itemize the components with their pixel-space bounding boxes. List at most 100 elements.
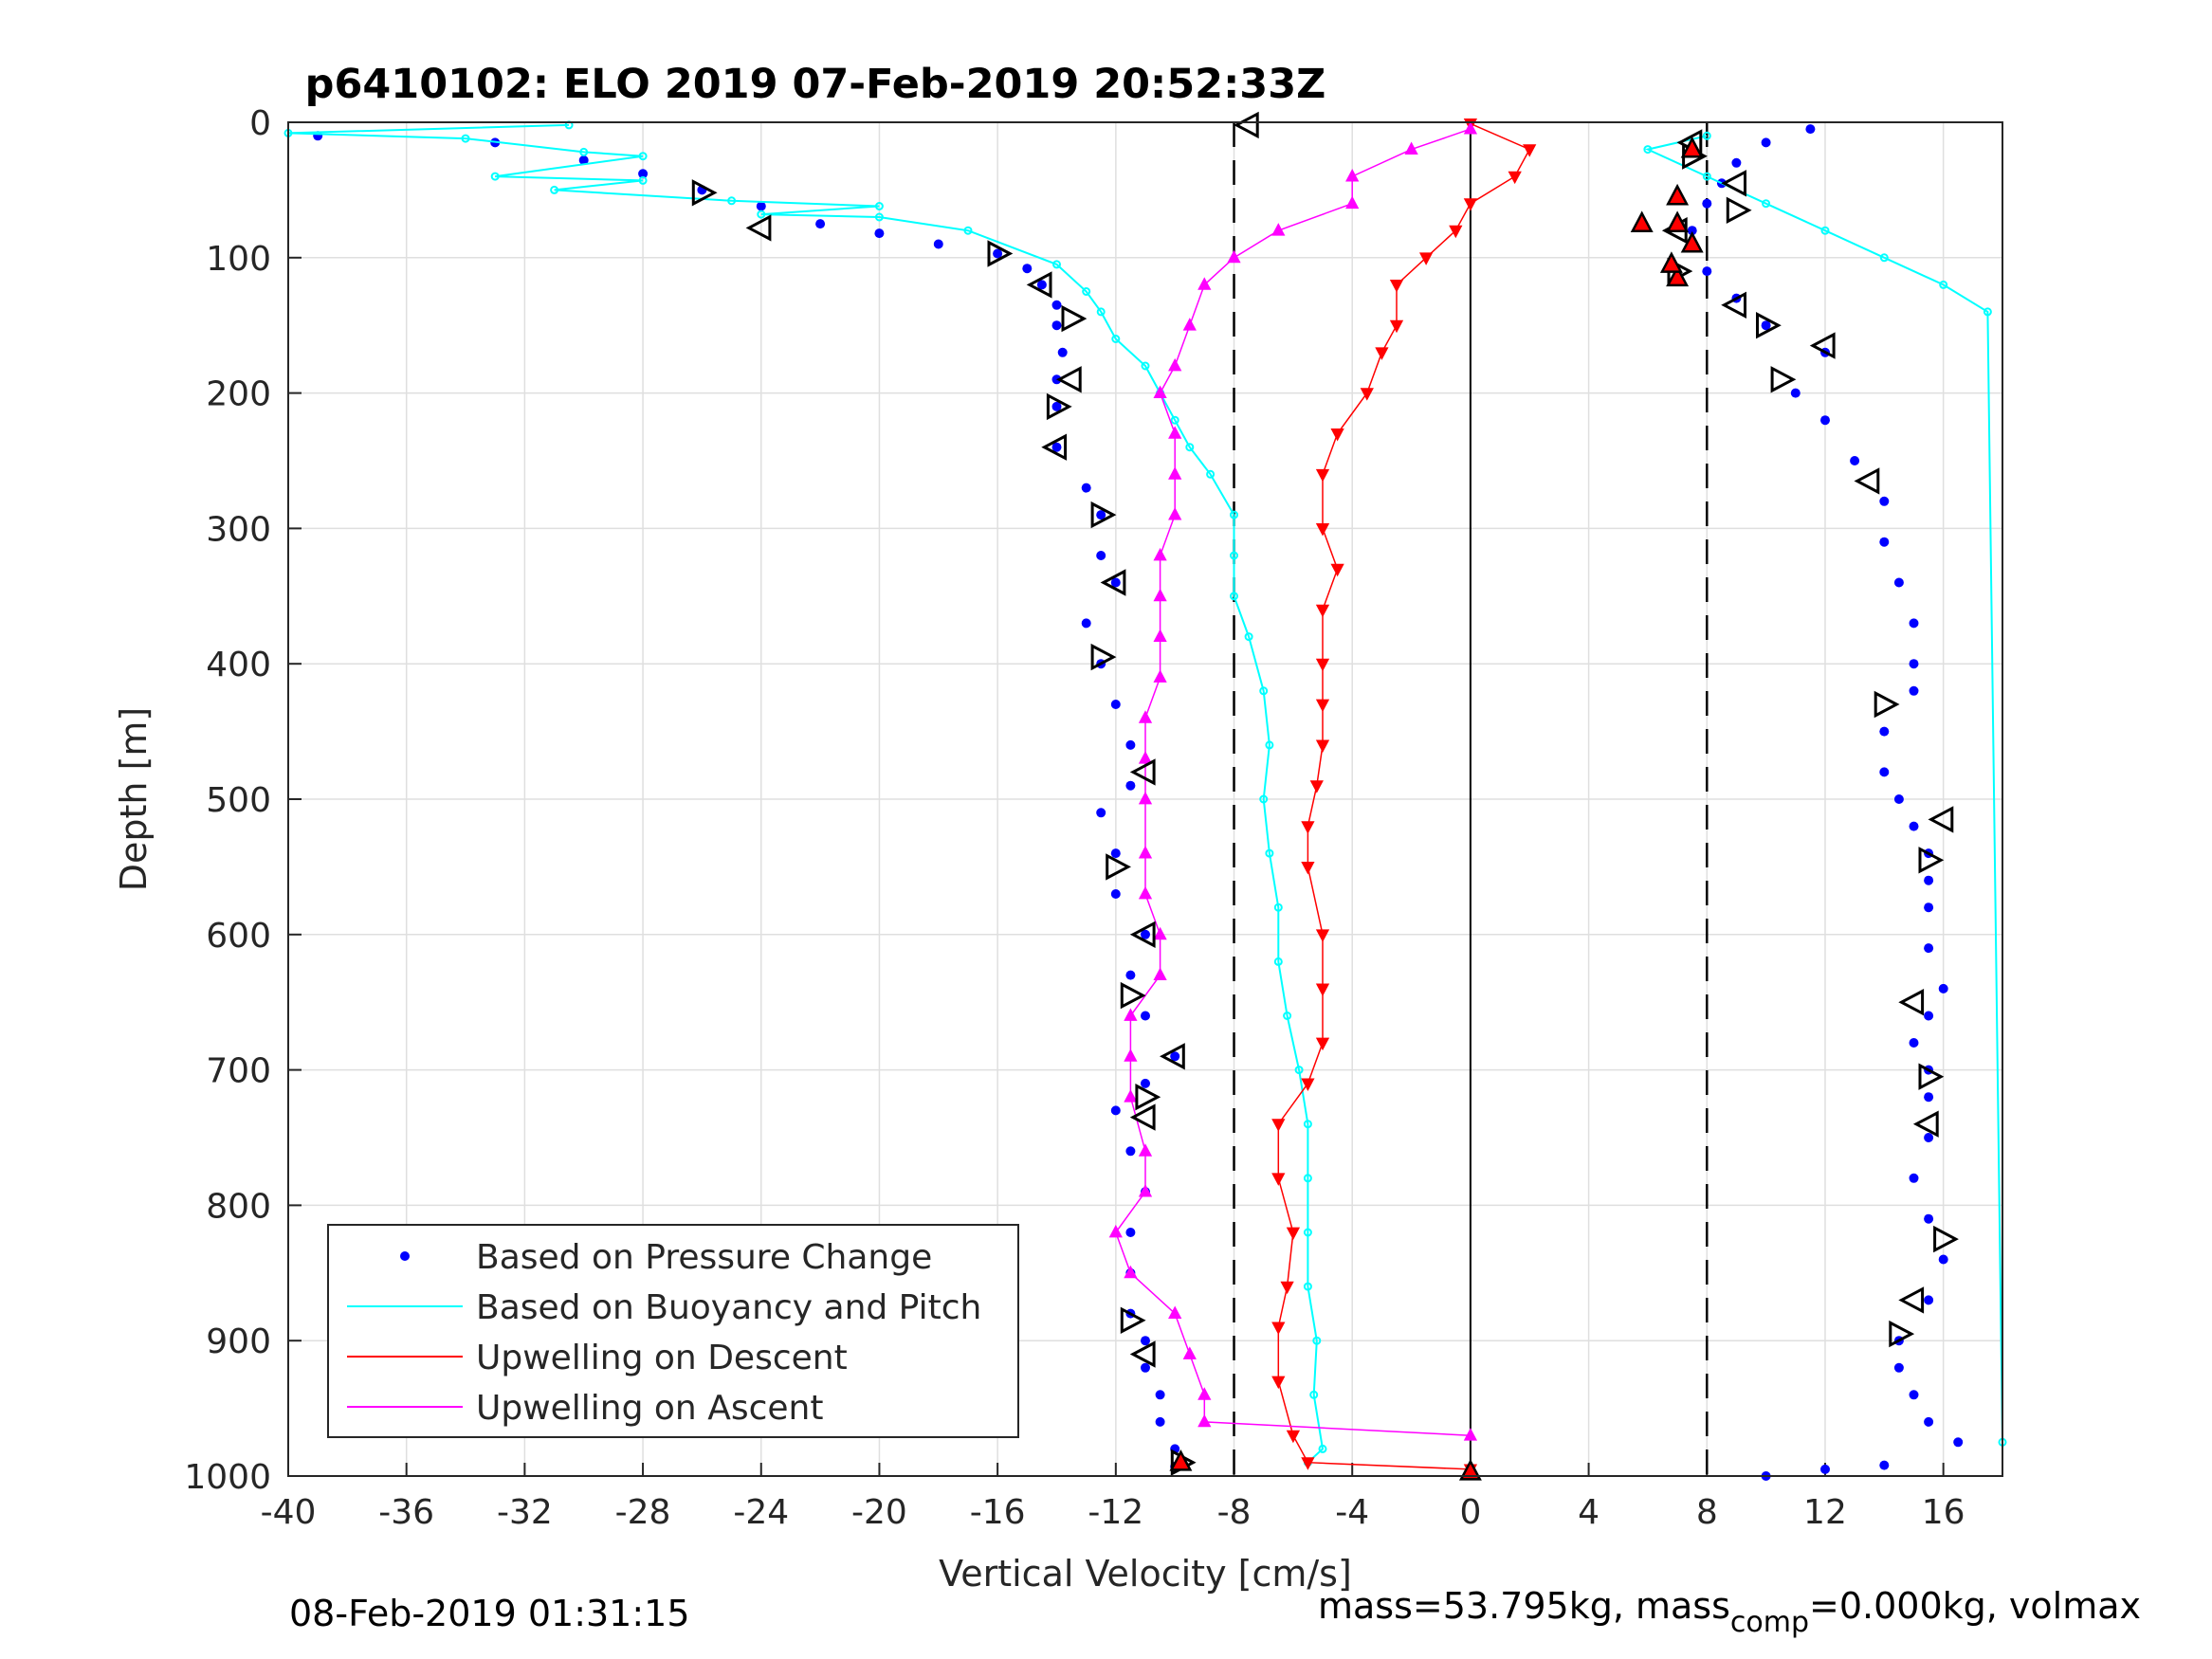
open-triangle-marker — [1933, 1225, 1959, 1253]
markers-layer — [691, 111, 1959, 1481]
open-triangle-marker — [1159, 1043, 1185, 1070]
upwelling-descent-point — [1463, 198, 1478, 211]
pressure-change-point — [1051, 300, 1062, 310]
buoyancy-pitch-point — [1303, 1282, 1312, 1291]
red-triangle-marker — [1680, 136, 1704, 158]
red-triangle-marker — [1630, 210, 1654, 233]
buoyancy-pitch-point — [550, 185, 559, 194]
upwelling-descent-point — [1301, 862, 1315, 875]
open-triangle-marker — [1090, 501, 1117, 529]
buoyancy-pitch-point — [963, 226, 973, 235]
open-triangle-marker — [1106, 853, 1132, 881]
pressure-change-point — [1924, 943, 1934, 954]
open-triangle-marker — [1912, 1110, 1939, 1138]
buoyancy-pitch-point — [638, 152, 648, 161]
footer-timestamp: 08-Feb-2019 01:31:15 — [289, 1593, 690, 1634]
y-tick-label: 200 — [206, 375, 271, 414]
pressure-change-point — [1761, 320, 1771, 331]
upwelling-ascent-point — [1153, 629, 1167, 642]
buoyancy-pitch-point — [1259, 686, 1269, 696]
pressure-change-point — [993, 248, 1003, 259]
x-tick-labels: -40 -36 -32 -28 -24 -20 -16 -12 -8 -4 0 4 8 12 16 — [261, 1493, 1965, 1532]
pressure-change-point — [1057, 347, 1068, 357]
pressure-change-point — [1938, 983, 1948, 994]
buoyancy-pitch-point — [1939, 280, 1948, 289]
buoyancy-pitch-point — [1052, 260, 1061, 269]
open-triangle-marker — [1120, 981, 1146, 1010]
pressure-change-point — [1909, 659, 1919, 669]
pressure-change-point — [1938, 1254, 1948, 1265]
y-tick-labels: 0 100 200 300 400 500 600 700 800 900 1000 — [184, 104, 271, 1497]
pressure-change-point — [1022, 264, 1033, 274]
upwelling-ascent-point — [1138, 885, 1153, 900]
upwelling-ascent-point — [1463, 121, 1478, 135]
upwelling-ascent-point — [1108, 1224, 1123, 1238]
pressure-change-point — [1924, 875, 1934, 885]
buoyancy-pitch-descent-line — [287, 123, 1325, 1464]
y-tick-label: 500 — [206, 781, 271, 820]
upwelling-ascent-point — [1271, 223, 1286, 236]
open-triangle-marker — [1721, 170, 1746, 197]
footer-mass: mass=53.795kg, masscomp=0.000kg, volmax — [1318, 1585, 2141, 1639]
y-tick-label: 100 — [206, 240, 271, 279]
upwelling-ascent-point — [1138, 1143, 1153, 1157]
red-triangle-marker — [1666, 264, 1690, 287]
grid — [287, 121, 2002, 1477]
open-triangle-marker — [691, 179, 718, 207]
upwelling-ascent-point — [1124, 1048, 1138, 1062]
upwelling-descent-point — [1309, 780, 1324, 793]
series-layer — [283, 118, 2007, 1481]
buoyancy-pitch-point — [1762, 199, 1771, 209]
open-triangle-marker — [745, 214, 772, 242]
buoyancy-pitch-point — [1283, 1012, 1292, 1020]
x-tick-label: 8 — [1696, 1493, 1718, 1532]
pressure-change-point — [1893, 794, 1904, 804]
upwelling-descent-point — [1271, 1376, 1286, 1390]
upwelling-descent-point — [1271, 1173, 1286, 1186]
upwelling-descent-point — [1315, 699, 1330, 713]
pressure-change-point — [1909, 685, 1919, 696]
pressure-change-point — [1141, 1336, 1150, 1346]
upwelling-descent-point — [1315, 468, 1330, 483]
chart-title: p6410102: ELO 2019 07-Feb-2019 20:52:33Z — [305, 61, 1326, 108]
open-triangle-marker — [1918, 1063, 1945, 1090]
pressure-change-point — [1909, 618, 1919, 629]
pressure-change-point — [1141, 929, 1150, 939]
red-triangle-marker — [1659, 251, 1683, 273]
mass-text: mass=53.795kg, mass — [1318, 1585, 1730, 1627]
x-tick-label: -32 — [497, 1493, 553, 1532]
buoyancy-pitch-point — [874, 212, 884, 222]
pressure-change-point — [1702, 266, 1712, 277]
upwelling-ascent-point — [1153, 967, 1167, 980]
buoyancy-pitch-point — [1312, 1336, 1322, 1345]
buoyancy-pitch-point — [1111, 335, 1121, 343]
open-triangle-marker — [1055, 366, 1082, 393]
pressure-change-point — [1909, 1390, 1919, 1400]
pressure-change-point — [1805, 124, 1816, 135]
upwelling-descent-point — [1301, 1457, 1315, 1470]
buoyancy-pitch-point — [1294, 1066, 1304, 1075]
upwelling-ascent-point — [1168, 357, 1182, 372]
pressure-change-point — [756, 201, 766, 211]
open-triangle-marker — [1129, 1340, 1156, 1368]
pressure-change-point — [638, 169, 649, 179]
pressure-change-point — [1125, 1228, 1136, 1237]
buoyancy-pitch-point — [1170, 415, 1179, 425]
upwelling-descent-point — [1301, 1078, 1315, 1091]
open-triangle-marker — [1090, 643, 1117, 671]
upwelling-ascent-point — [1124, 1265, 1138, 1279]
pressure-change-point — [1909, 821, 1919, 831]
x-tick-label: -40 — [261, 1493, 317, 1532]
open-triangle-marker — [1721, 291, 1746, 319]
x-tick-label: -8 — [1217, 1493, 1252, 1532]
y-tick-label: 600 — [206, 917, 271, 956]
upwelling-ascent-point — [1197, 277, 1212, 290]
open-triangle-marker — [1233, 111, 1259, 139]
open-triangle-marker — [1061, 304, 1088, 333]
pressure-change-point — [1702, 198, 1712, 209]
pressure-change-point — [1125, 780, 1136, 791]
upwelling-descent-point — [1523, 144, 1537, 157]
x-tick-label: -20 — [851, 1493, 907, 1532]
pressure-change-point — [1879, 537, 1890, 547]
open-triangle-marker — [987, 240, 1014, 267]
